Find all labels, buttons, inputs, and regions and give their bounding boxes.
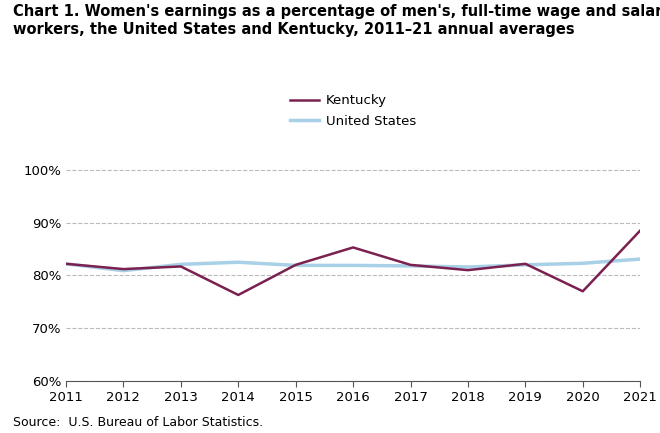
Text: Source:  U.S. Bureau of Labor Statistics.: Source: U.S. Bureau of Labor Statistics. bbox=[13, 416, 263, 429]
Text: Chart 1. Women's earnings as a percentage of men's, full-time wage and salary
wo: Chart 1. Women's earnings as a percentag… bbox=[13, 4, 660, 37]
Legend: Kentucky, United States: Kentucky, United States bbox=[285, 89, 421, 133]
